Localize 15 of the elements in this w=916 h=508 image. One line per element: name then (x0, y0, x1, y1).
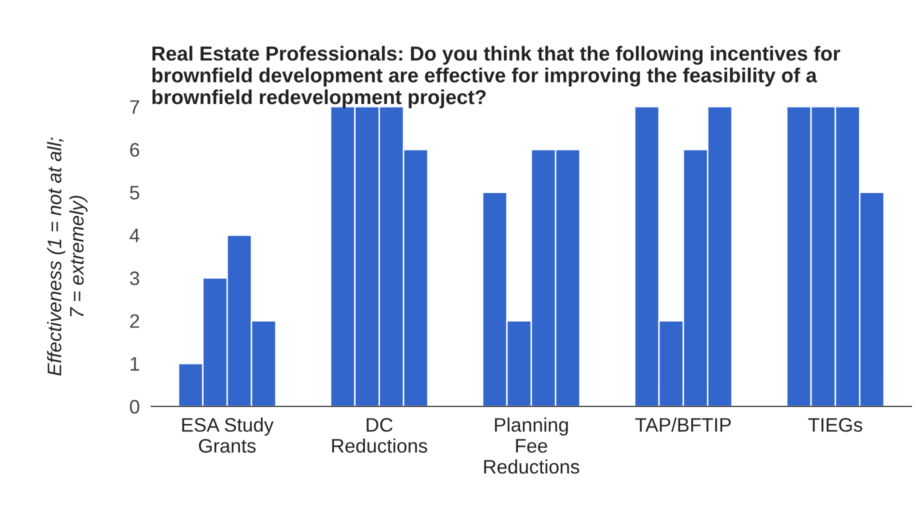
x-tick-label: Planning Fee Reductions (484, 418, 580, 474)
y-tick-label: 4 (130, 228, 140, 242)
y-tick-label: 3 (130, 271, 140, 286)
x-tick-label: TAP/BFTIP (635, 418, 731, 432)
y-tick-label: 7 (130, 100, 140, 114)
x-tick-label: ESA Study Grants (182, 418, 274, 453)
chart-title: Real Estate Professionals: Do you think that the following incentives for brownfield development are effective for improving the feasibility of a brownfield redevelopment project? (152, 46, 840, 108)
y-tick-label: 6 (130, 142, 140, 157)
y-axis-title: Effectiveness (1 = not at all; 7 = extremely) (47, 137, 88, 376)
x-tick-label: TIEGs (808, 418, 862, 432)
y-tick-label: 0 (130, 400, 140, 414)
x-tick-label: DC Reductions (332, 418, 428, 453)
y-tick-label: 2 (130, 314, 140, 328)
y-tick-label: 5 (130, 186, 140, 200)
y-tick-label: 1 (130, 357, 140, 371)
